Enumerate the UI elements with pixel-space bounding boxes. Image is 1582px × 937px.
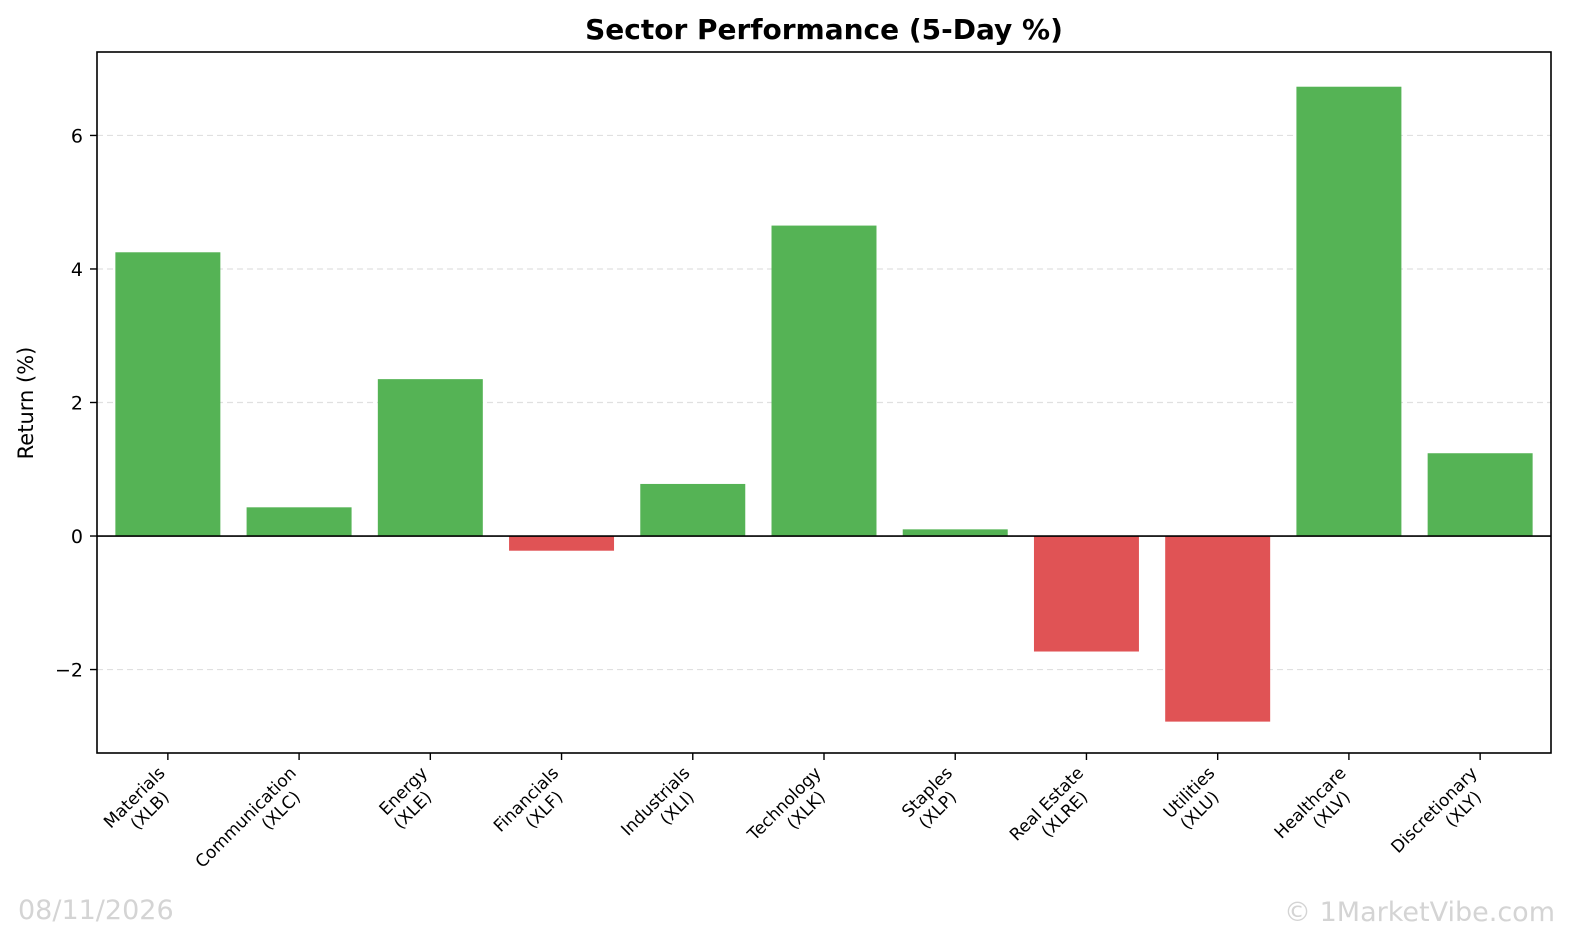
x-tick-label-text: Technology(XLK) xyxy=(743,763,839,859)
bar-xlp xyxy=(902,529,1008,537)
bar-xlf xyxy=(509,536,615,551)
x-tick-label: Technology(XLK) xyxy=(743,763,839,859)
bar-xlk xyxy=(771,225,877,537)
x-tick-label-text: Communication(XLC) xyxy=(192,763,315,886)
bar-xlb xyxy=(115,252,221,537)
bar-xlre xyxy=(1033,536,1139,652)
y-axis-label: Return (%) xyxy=(14,347,38,460)
bars-layer xyxy=(115,86,1533,722)
x-tick-label: Staples(XLP) xyxy=(898,763,971,836)
x-tick-label-text: Staples(XLP) xyxy=(898,763,971,836)
bar-xlc xyxy=(246,507,352,537)
x-tick-label: Financials(XLF) xyxy=(490,763,577,850)
x-tick-label: Energy(XLE) xyxy=(376,763,446,833)
x-tick-label: Healthcare(XLV) xyxy=(1271,763,1365,857)
y-ticks-layer: −2 0 2 4 6 xyxy=(55,125,97,682)
x-tick-label-text: Healthcare(XLV) xyxy=(1271,763,1365,857)
footer-copyright: © 1MarketVibe.com xyxy=(1284,897,1555,928)
x-tick-label-text: Energy(XLE) xyxy=(376,763,446,833)
bar-xlu xyxy=(1165,536,1271,722)
x-tick-label: Industrials(XLI) xyxy=(618,763,709,854)
x-tick-label-text: Financials(XLF) xyxy=(490,763,577,850)
bar-xlv xyxy=(1296,86,1402,537)
x-tick-label: Real Estate(XLRE) xyxy=(1006,763,1102,859)
bar-xle xyxy=(377,379,483,537)
y-tick-label: −2 xyxy=(55,660,83,682)
y-tick-label: 2 xyxy=(71,393,83,415)
x-tick-label-text: Utilities(XLU) xyxy=(1160,763,1234,837)
x-tick-label-text: Industrials(XLI) xyxy=(618,763,709,854)
x-tick-label-text: Discretionary(XLY) xyxy=(1388,763,1496,871)
x-tick-label: Communication(XLC) xyxy=(192,763,315,886)
bar-xly xyxy=(1427,453,1533,537)
y-tick-label: 4 xyxy=(71,259,83,281)
x-tick-label: Materials(XLB) xyxy=(100,763,183,846)
x-tick-label-text: Real Estate(XLRE) xyxy=(1006,763,1102,859)
y-tick-label: 0 xyxy=(71,526,83,548)
chart-title: Sector Performance (5-Day %) xyxy=(585,13,1063,46)
x-tick-label: Discretionary(XLY) xyxy=(1388,763,1496,871)
y-tick-label: 6 xyxy=(71,125,83,147)
x-tick-label: Utilities(XLU) xyxy=(1160,763,1234,837)
bar-xli xyxy=(640,483,746,537)
footer-date: 08/11/2026 xyxy=(18,895,174,926)
x-ticks-layer: Materials(XLB) Communication(XLC) Energy(X… xyxy=(100,753,1496,886)
x-tick-label-text: Materials(XLB) xyxy=(100,763,183,846)
